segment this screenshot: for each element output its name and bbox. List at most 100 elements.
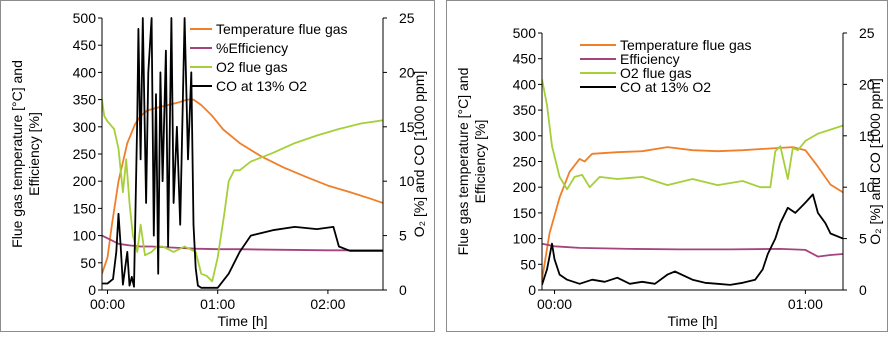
y-right-tick-label: 25 [399, 10, 415, 26]
data-point [589, 186, 591, 188]
data-point [173, 251, 175, 253]
data-point [616, 151, 618, 153]
data-point [812, 193, 814, 195]
data-point [126, 251, 128, 253]
data-point [559, 274, 561, 276]
data-point [604, 281, 606, 283]
y-right-tick-label: 15 [859, 128, 875, 144]
y-left-axis-label-line: Flue gas temperature [°C] and [9, 60, 25, 248]
data-point [167, 245, 169, 248]
data-point [804, 149, 807, 151]
data-point [742, 180, 744, 182]
data-point [546, 268, 548, 270]
data-point [223, 213, 225, 215]
y-left-axis-label-line: Flue gas temperature [°C] and [455, 68, 471, 256]
data-point [136, 115, 138, 117]
y-right-tick-label: 5 [859, 231, 867, 247]
data-point [122, 284, 124, 286]
data-point [691, 279, 694, 281]
data-point [112, 240, 114, 242]
data-point [184, 245, 186, 248]
series-line-3 [542, 79, 843, 191]
data-point [691, 149, 694, 151]
y-left-tick-label: 250 [513, 154, 537, 170]
y-left-tick-label: 150 [513, 205, 537, 221]
data-point [157, 273, 159, 275]
x-axis-label: Time [h] [667, 313, 717, 329]
y-left-tick-label: 450 [73, 37, 97, 53]
y-right-tick-label: 10 [859, 179, 875, 195]
y-left-axis-label: Flue gas temperature [°C] andEfficiency … [455, 68, 488, 256]
data-point [704, 282, 706, 284]
data-point [283, 167, 285, 169]
data-point [176, 126, 178, 128]
x-tick-label: 00:00 [90, 296, 125, 312]
data-point [679, 248, 681, 250]
data-point [349, 250, 351, 252]
data-point [742, 149, 744, 151]
y-right-tick-label: 0 [399, 282, 407, 298]
data-point [233, 169, 235, 171]
data-point [829, 129, 832, 131]
data-point [792, 147, 794, 149]
data-point [729, 248, 731, 250]
data-point [165, 50, 167, 52]
data-point [829, 184, 832, 186]
data-point [217, 287, 219, 289]
x-tick-label: 00:00 [537, 296, 572, 312]
data-point [717, 283, 719, 285]
y-left-tick-label: 0 [88, 282, 96, 298]
data-point [173, 202, 175, 204]
data-point [574, 176, 576, 178]
y-left-axis-label-line: Efficiency [%] [26, 112, 42, 196]
data-point [327, 185, 329, 187]
y-left-tick-label: 400 [513, 76, 537, 92]
series-line-4 [542, 193, 843, 286]
data-point [239, 142, 241, 144]
data-point [666, 184, 669, 186]
legend-label: Temperature flue gas [620, 37, 752, 53]
data-point [566, 188, 568, 190]
x-tick-label: 02:00 [310, 296, 345, 312]
data-point [103, 115, 105, 117]
data-point [584, 160, 586, 163]
data-point [799, 207, 802, 209]
y-left-tick-label: 50 [80, 255, 96, 271]
data-point [106, 120, 109, 122]
data-point [106, 256, 109, 258]
y-left-tick-label: 300 [73, 119, 97, 135]
data-point [128, 202, 131, 204]
legend-label: Efficiency [620, 51, 680, 67]
data-point [829, 232, 832, 235]
chart-frame [446, 0, 888, 332]
data-point [629, 248, 631, 250]
data-point [195, 267, 197, 269]
y-right-tick-label: 20 [859, 76, 875, 92]
data-point [187, 158, 189, 160]
data-point [616, 178, 618, 180]
y-left-tick-label: 100 [513, 231, 537, 247]
data-point [228, 273, 230, 275]
data-point [599, 176, 601, 178]
data-point [824, 222, 827, 224]
series-line-4 [102, 17, 383, 289]
data-point [551, 145, 553, 147]
data-point [250, 161, 252, 163]
data-point [548, 232, 551, 235]
data-point [729, 284, 731, 286]
data-point [117, 213, 120, 215]
data-point [797, 149, 799, 151]
data-point [742, 282, 744, 284]
data-point [779, 222, 781, 224]
y-left-axis-label-line: Efficiency [%] [472, 120, 488, 204]
y-left-tick-label: 300 [513, 128, 537, 144]
data-point [371, 198, 373, 200]
data-point [178, 101, 180, 103]
data-point [629, 283, 631, 285]
data-point [641, 176, 643, 178]
data-point [211, 280, 213, 282]
data-point [349, 191, 351, 193]
data-point [239, 169, 241, 171]
legend-label: O2 flue gas [216, 59, 288, 75]
y-right-axis-label: O₂ [%] and CO [1000 ppm] [867, 78, 883, 245]
